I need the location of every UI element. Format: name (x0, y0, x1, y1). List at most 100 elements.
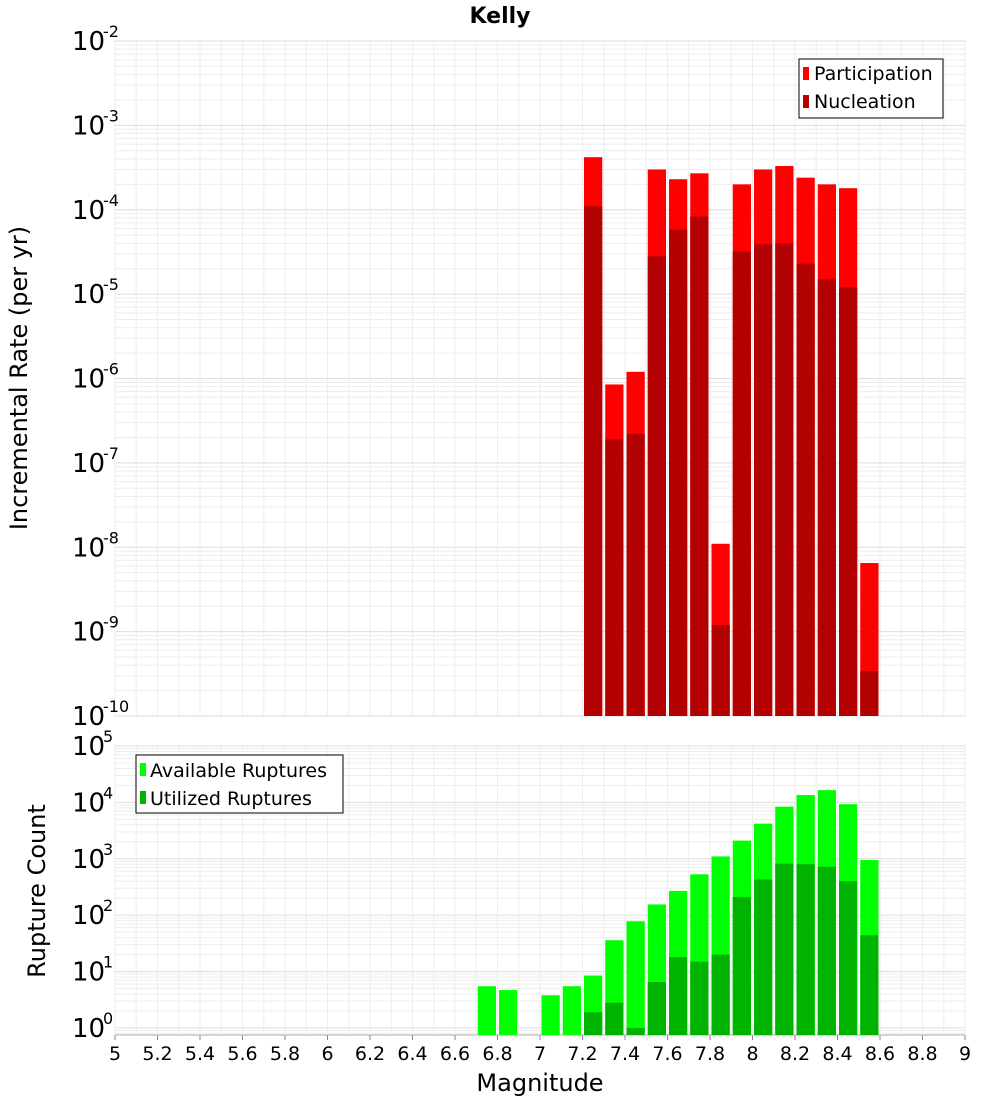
rate-y-tick-base: 10 (72, 702, 105, 732)
count-y-tick-exp: 3 (103, 840, 113, 859)
rate-y-tick-base: 10 (72, 449, 105, 479)
count-bar-utilized-ruptures (754, 879, 773, 1035)
rate-bar-nucleation (711, 624, 730, 716)
rate-bar-nucleation (647, 256, 666, 716)
x-axis-title: Magnitude (476, 1069, 603, 1097)
rate-y-tick-label: 10-6 (72, 360, 119, 395)
rate-y-tick-label: 10-10 (72, 697, 129, 732)
rate-y-tick-label: 10-3 (72, 106, 119, 141)
count-y-tick-base: 10 (72, 732, 105, 762)
count-y-tick-base: 10 (72, 845, 105, 875)
legend-label-participation: Participation (814, 63, 933, 85)
rate-legend-box (798, 58, 944, 119)
count-bar-available-ruptures (562, 986, 581, 1035)
x-tick-label: 7.4 (610, 1043, 640, 1065)
count-y-tick-base: 10 (72, 901, 105, 931)
rate-y-tick-exp: -7 (103, 444, 119, 463)
rate-y-tick-label: 10-5 (72, 275, 119, 310)
count-bar-utilized-ruptures (711, 954, 730, 1035)
rate-y-tick-exp: -10 (103, 697, 129, 716)
x-tick-label: 8.2 (780, 1043, 810, 1065)
rate-y-tick-base: 10 (72, 111, 105, 141)
x-tick-label: 5 (109, 1043, 121, 1065)
rate-y-tick-base: 10 (72, 280, 105, 310)
x-tick-label: 5.8 (270, 1043, 300, 1065)
rate-bar-nucleation (732, 251, 751, 716)
count-bar-available-ruptures (541, 995, 560, 1035)
count-bars (477, 790, 879, 1035)
rate-bar-nucleation (839, 287, 858, 716)
x-tick-label: 8 (746, 1043, 758, 1065)
rate-y-tick-exp: -2 (103, 22, 119, 41)
rate-y-ticks: 10-210-310-410-510-610-710-810-910-10 (72, 22, 129, 732)
rate-y-tick-base: 10 (72, 533, 105, 563)
count-y-tick-exp: 2 (103, 896, 113, 915)
rate-y-tick-exp: -3 (103, 106, 119, 125)
legend-swatch-nucleation (803, 95, 809, 108)
count-y-tick-exp: 4 (103, 783, 113, 802)
count-bar-utilized-ruptures (690, 961, 709, 1035)
x-tick-label: 6.8 (482, 1043, 512, 1065)
count-bar-utilized-ruptures (732, 897, 751, 1035)
rate-bar-nucleation (669, 229, 688, 717)
count-bar-utilized-ruptures (605, 1002, 624, 1035)
count-bar-available-ruptures (626, 921, 645, 1035)
rate-y-tick-base: 10 (72, 27, 105, 57)
count-grid (114, 745, 966, 1035)
count-y-tick-base: 10 (72, 1014, 105, 1044)
rate-bar-nucleation (605, 439, 624, 716)
x-tick-label: 8.6 (865, 1043, 895, 1065)
count-legend-box (135, 754, 344, 814)
rate-y-tick-label: 10-4 (72, 191, 119, 226)
rate-bar-nucleation (817, 279, 836, 716)
count-legend: Available Ruptures Utilized Ruptures (135, 754, 344, 814)
rate-bar-nucleation (860, 671, 879, 716)
rate-bar-nucleation (690, 216, 709, 716)
count-bar-utilized-ruptures (839, 881, 858, 1035)
count-bar-utilized-ruptures (669, 957, 688, 1035)
count-y-tick-label: 103 (72, 840, 113, 875)
rate-bar-nucleation (796, 263, 815, 716)
x-tick-label: 6 (321, 1043, 333, 1065)
count-y-tick-exp: 0 (103, 1009, 113, 1028)
rate-y-tick-base: 10 (72, 196, 105, 226)
legend-label-available: Available Ruptures (150, 760, 327, 782)
rate-y-tick-exp: -9 (103, 613, 119, 632)
rate-y-tick-exp: -5 (103, 275, 119, 294)
x-tick-label: 6.4 (397, 1043, 427, 1065)
rate-y-tick-label: 10-7 (72, 444, 119, 479)
legend-label-nucleation: Nucleation (814, 91, 916, 113)
rate-y-tick-label: 10-2 (72, 22, 119, 57)
count-y-tick-base: 10 (72, 788, 105, 818)
rate-bar-nucleation (626, 433, 645, 716)
x-tick-label: 5.2 (142, 1043, 172, 1065)
count-y-tick-label: 102 (72, 896, 113, 931)
chart-title: Kelly (469, 4, 530, 29)
rate-bar-nucleation (775, 243, 794, 717)
rate-y-tick-exp: -8 (103, 528, 119, 547)
count-bar-utilized-ruptures (626, 1027, 645, 1035)
x-tick-label: 6.2 (355, 1043, 385, 1065)
count-bar-utilized-ruptures (796, 864, 815, 1035)
x-tick-label: 7.2 (567, 1043, 597, 1065)
count-y-tick-exp: 5 (103, 727, 113, 746)
count-y-tick-label: 104 (72, 783, 113, 818)
rate-y-tick-exp: -4 (103, 191, 119, 210)
count-bar-available-ruptures (477, 986, 496, 1035)
rate-legend: Participation Nucleation (798, 58, 944, 119)
x-tick-label: 5.4 (185, 1043, 215, 1065)
count-y-tick-label: 105 (72, 727, 113, 762)
rate-bar-nucleation (584, 206, 603, 716)
count-bar-utilized-ruptures (817, 866, 836, 1035)
count-y-tick-base: 10 (72, 958, 105, 988)
legend-swatch-available (140, 763, 146, 776)
rate-y-tick-exp: -6 (103, 360, 119, 379)
x-tick-label: 8.8 (907, 1043, 937, 1065)
count-x-ticks: 5 5.2 5.4 5.6 5.8 6 6.2 6.4 6.6 6.8 7 7.2 7.4 7.6 7.8 8… (109, 1035, 971, 1065)
rate-plot: 10-210-310-410-510-610-710-810-910-10 In… (5, 22, 966, 732)
legend-swatch-utilized (140, 791, 146, 804)
rate-y-tick-base: 10 (72, 618, 105, 648)
